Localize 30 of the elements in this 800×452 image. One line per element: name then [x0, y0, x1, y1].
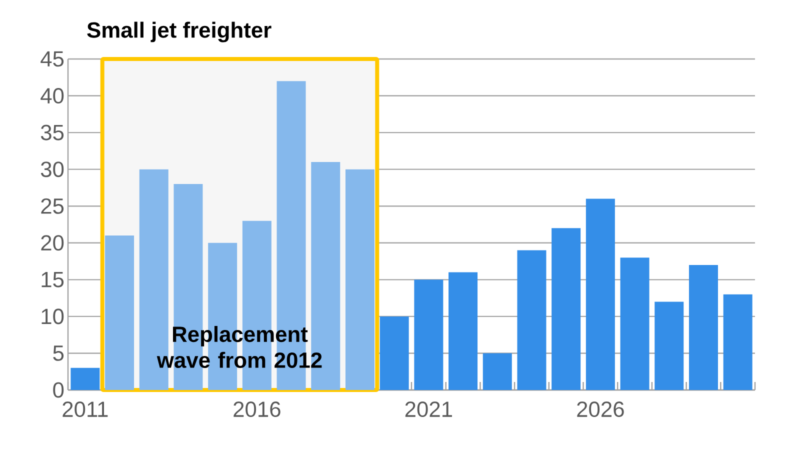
bar	[105, 236, 134, 390]
y-tick-label: 45	[40, 51, 64, 67]
bar	[620, 258, 650, 390]
bar	[586, 198, 615, 390]
x-tick-label: 2011	[62, 402, 108, 418]
y-tick-label: 30	[40, 162, 64, 178]
bar	[654, 302, 684, 390]
bar	[482, 353, 512, 390]
y-tick-label: 35	[40, 124, 64, 140]
bar	[688, 264, 718, 390]
bar	[517, 250, 546, 390]
bar	[448, 272, 478, 390]
bar	[414, 280, 444, 390]
bar	[345, 169, 374, 390]
y-tick-label: 40	[40, 88, 64, 104]
y-tick-label: 15	[42, 272, 64, 288]
bar	[723, 294, 752, 390]
y-tick-label: 25	[41, 198, 64, 214]
y-tick-label: 20	[41, 235, 64, 251]
bar	[70, 368, 100, 390]
y-tick-label: 10	[42, 308, 64, 324]
y-tick-label: 0	[53, 382, 64, 398]
x-tick-label: 2016	[234, 402, 280, 418]
y-tick-label: 5	[53, 346, 64, 361]
bar	[380, 316, 409, 390]
x-tick-label: 2026	[577, 402, 624, 418]
band-label: Replacement wave from 2012	[156, 326, 322, 368]
chart-title: Small jet freighter	[87, 22, 272, 42]
x-tick-label: 2021	[405, 402, 452, 418]
bar	[552, 228, 581, 390]
